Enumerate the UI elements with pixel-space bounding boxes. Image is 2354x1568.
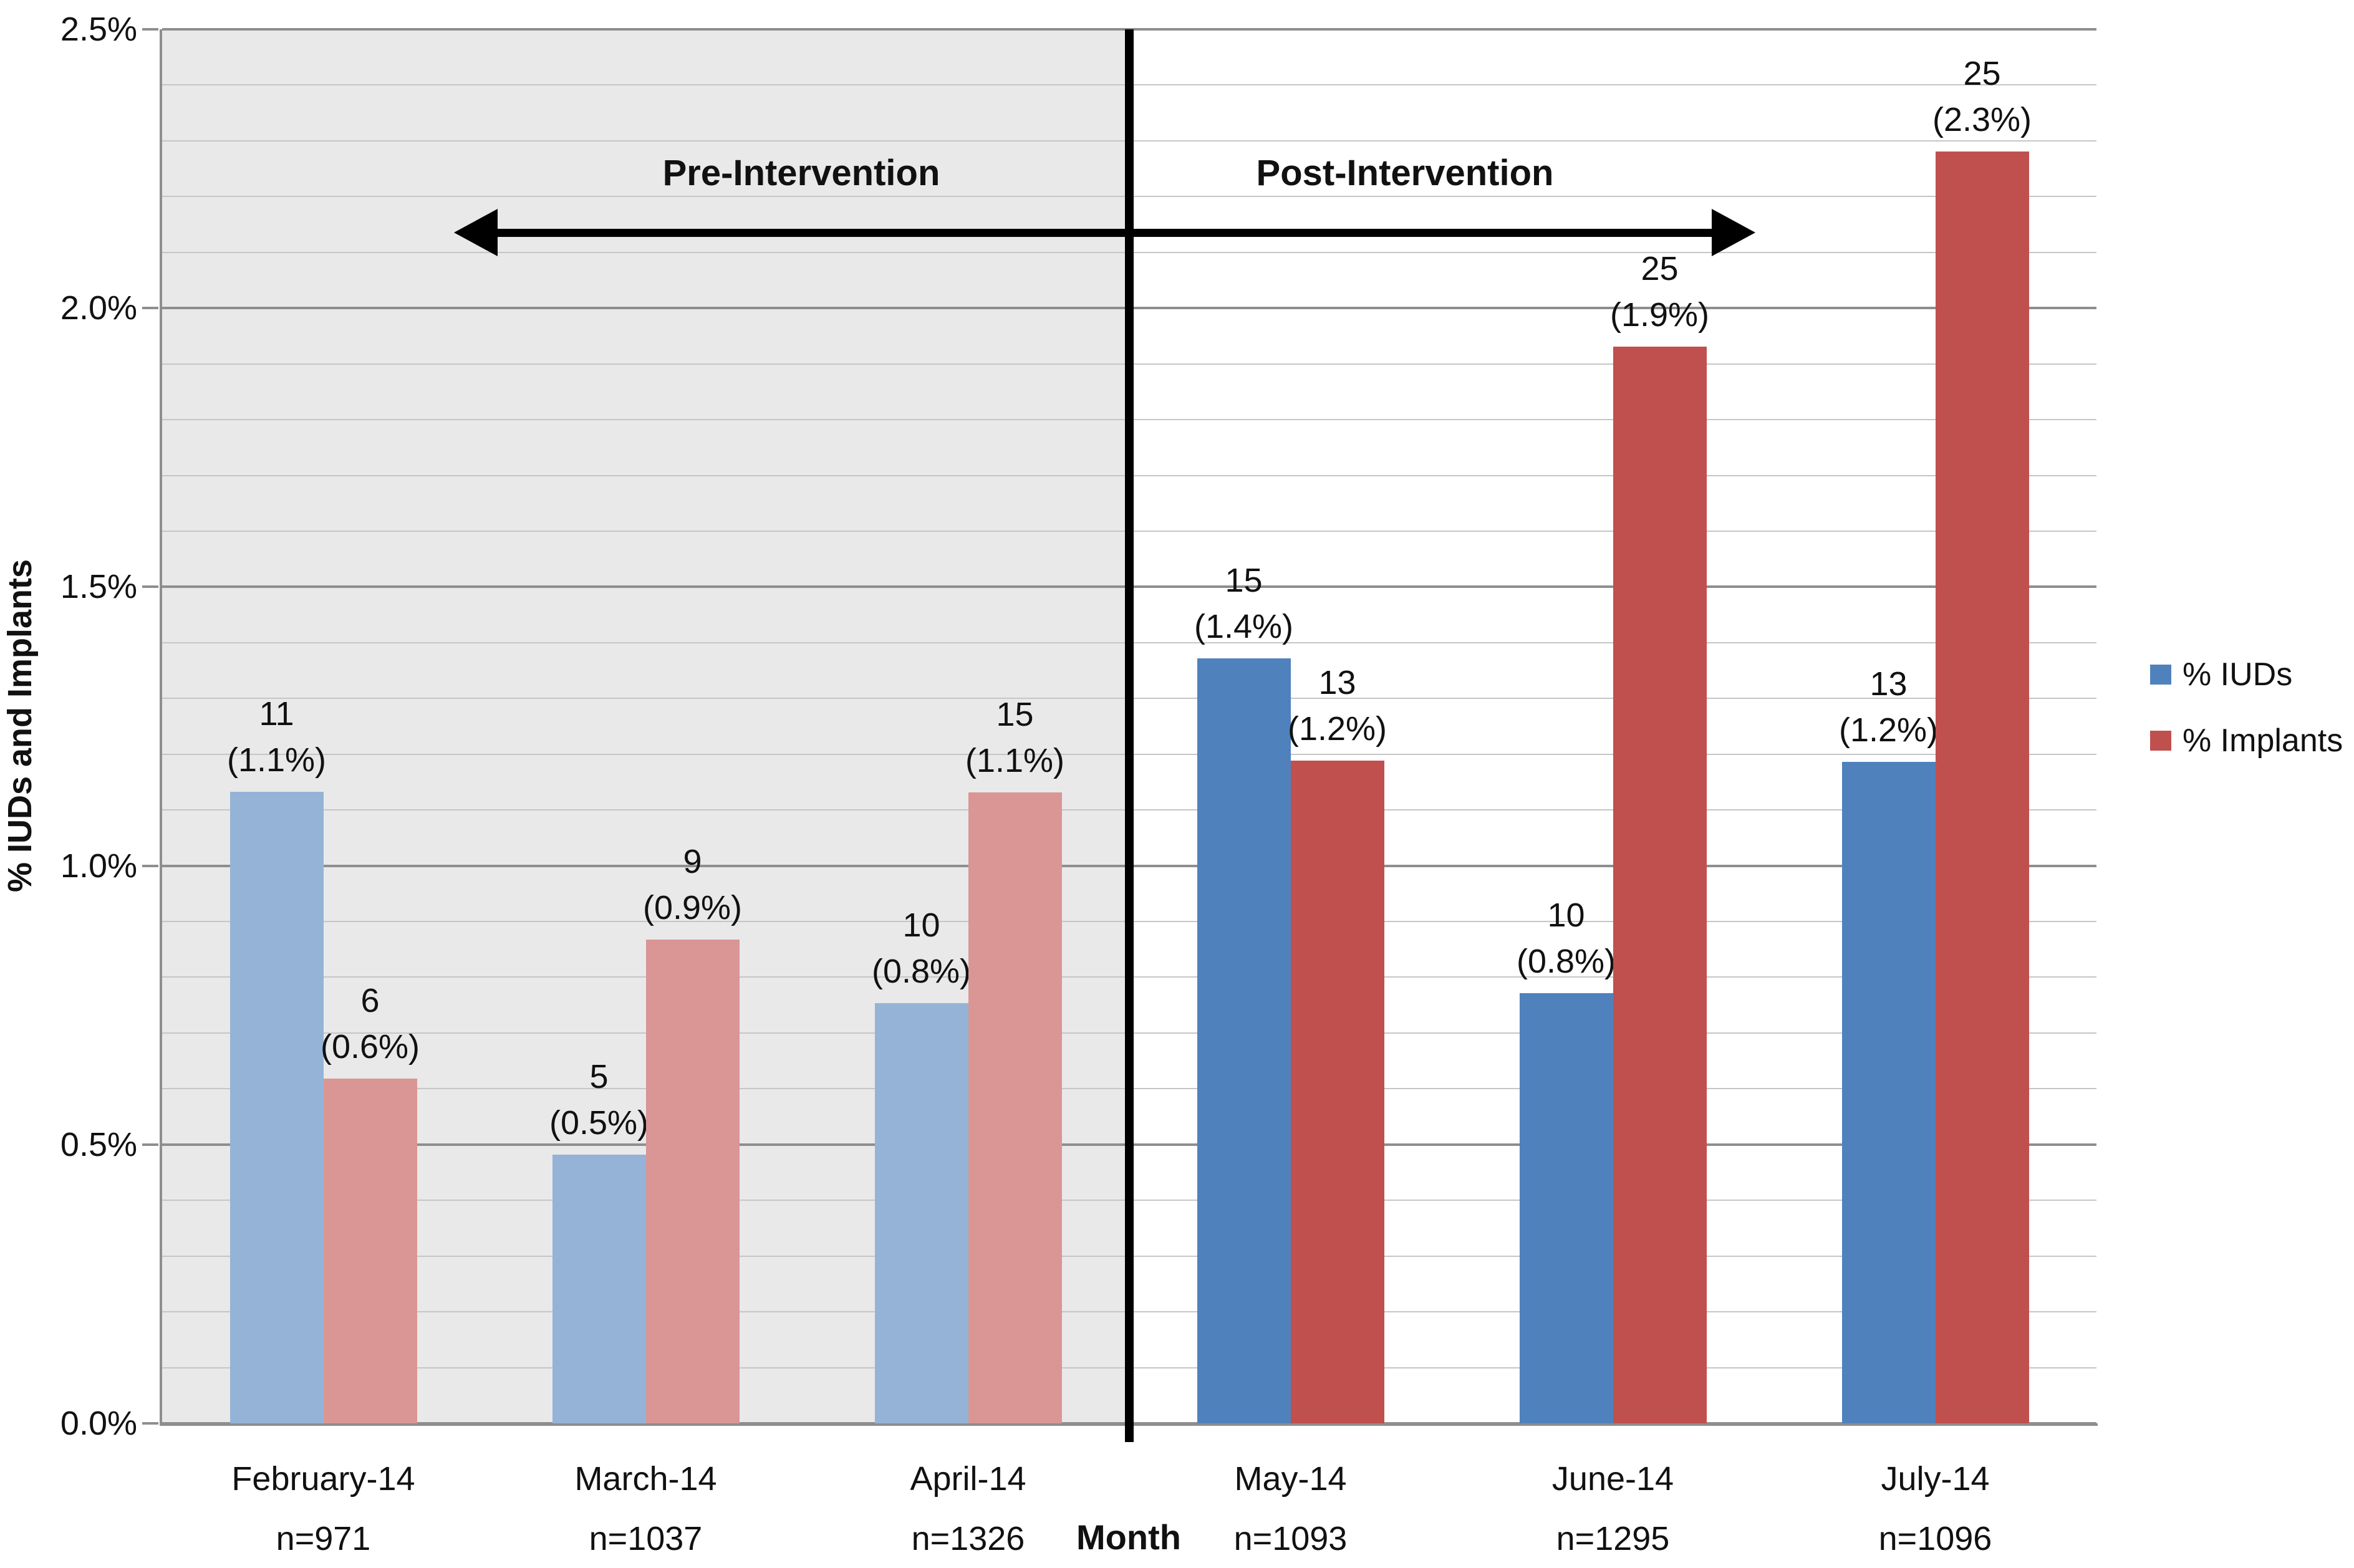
bar-implants-April-14 <box>968 792 1062 1423</box>
pre-intervention-arrowhead-icon <box>454 209 498 256</box>
y-tick-label: 2.5% <box>60 11 137 48</box>
bar-count-label: 25 <box>1963 55 2001 92</box>
post-intervention-label: Post-Intervention <box>1256 153 1554 193</box>
bar-count-label: 13 <box>1318 664 1356 701</box>
bar-percent-label: (1.9%) <box>1609 296 1710 334</box>
x-category-label: July-14 <box>1881 1460 1990 1498</box>
y-tick-mark <box>142 864 158 867</box>
bar-count-label: 11 <box>259 695 294 733</box>
bar-implants-June-14 <box>1613 347 1707 1423</box>
y-tick-mark <box>142 585 158 589</box>
bar-implants-February-14 <box>323 1079 417 1423</box>
bar-value-label: 13 (1.2%) <box>1777 661 2001 753</box>
bar-iuds-February-14 <box>229 792 324 1423</box>
bar-count-label: 10 <box>1547 897 1585 934</box>
y-tick-mark <box>142 1422 158 1425</box>
bar-iuds-June-14 <box>1519 993 1613 1423</box>
bar-count-label: 13 <box>1869 665 1908 703</box>
bar-value-label: 25 (1.9%) <box>1548 246 1772 338</box>
bar-implants-July-14 <box>1935 152 2029 1423</box>
y-axis-line <box>160 29 162 1426</box>
bar-value-label: 9 (0.9%) <box>581 839 805 931</box>
bar-implants-March-14 <box>645 940 740 1423</box>
x-sample-size-label: n=1295 <box>1556 1520 1670 1557</box>
y-tick-label: 0.0% <box>60 1405 137 1442</box>
bar-value-label: 13 (1.2%) <box>1225 660 1450 752</box>
bar-value-label: 11 (1.1%) <box>165 691 389 783</box>
pre-intervention-arrow-line <box>495 229 1129 237</box>
bar-count-label: 25 <box>1641 250 1679 287</box>
y-tick-label: 1.0% <box>60 847 137 885</box>
bar-iuds-April-14 <box>874 1003 968 1423</box>
bar-percent-label: (0.8%) <box>1516 943 1616 980</box>
y-tick-mark <box>142 1143 158 1146</box>
x-sample-size-label: n=1096 <box>1878 1520 1992 1557</box>
y-tick-mark <box>142 307 158 310</box>
legend-label: % IUDs <box>2183 657 2293 693</box>
y-tick-label: 0.5% <box>60 1125 137 1163</box>
bar-value-label: 10 (0.8%) <box>1454 892 1679 984</box>
x-category-label: February-14 <box>231 1460 415 1498</box>
bar-percent-label: (2.3%) <box>1932 101 2032 138</box>
intervention-divider-line <box>1125 29 1134 1442</box>
plot-area: 11 (1.1%) 5 (0.5%) 10 (0.8%) 15 (1.4%) 10 (0.8%) 1… <box>162 28 2096 1442</box>
pre-intervention-label: Pre-Intervention <box>662 153 940 193</box>
bar-value-label: 10 (0.8%) <box>809 902 1034 994</box>
y-tick-mark <box>142 28 158 31</box>
bar-value-label: 15 (1.1%) <box>903 691 1127 784</box>
x-category-label: March-14 <box>574 1460 717 1498</box>
x-sample-size-label: n=1037 <box>589 1520 703 1557</box>
legend-swatch-icon <box>2150 665 2171 685</box>
bar-percent-label: (0.8%) <box>871 953 972 990</box>
bar-count-label: 15 <box>996 696 1034 733</box>
bar-value-label: 25 (2.3%) <box>1870 51 2095 143</box>
y-tick-label: 2.0% <box>60 289 137 327</box>
x-sample-size-label: n=1326 <box>911 1520 1025 1557</box>
x-axis-title: Month <box>1076 1517 1181 1557</box>
bar-count-label: 9 <box>683 843 702 880</box>
legend-swatch-icon <box>2150 731 2171 751</box>
y-axis-title: % IUDs and Implants <box>1 559 39 893</box>
x-sample-size-label: n=971 <box>276 1520 371 1557</box>
bar-iuds-May-14 <box>1197 658 1291 1423</box>
bar-percent-label: (1.1%) <box>965 742 1065 779</box>
bar-value-label: 6 (0.6%) <box>258 978 483 1070</box>
bar-count-label: 15 <box>1225 562 1263 599</box>
post-intervention-arrowhead-icon <box>1712 209 1755 256</box>
bar-percent-label: (1.1%) <box>226 741 327 779</box>
bar-percent-label: (1.4%) <box>1194 608 1294 645</box>
post-intervention-arrow-line <box>1129 229 1712 237</box>
y-tick-label: 1.5% <box>60 568 137 606</box>
bar-percent-label: (0.6%) <box>320 1028 420 1065</box>
x-category-label: June-14 <box>1551 1460 1674 1498</box>
bar-percent-label: (0.9%) <box>642 889 743 926</box>
legend-label: % Implants <box>2183 723 2343 759</box>
bar-implants-May-14 <box>1290 761 1384 1423</box>
bar-iuds-July-14 <box>1841 762 1936 1423</box>
bar-count-label: 10 <box>902 907 940 944</box>
x-category-label: April-14 <box>910 1460 1026 1498</box>
x-category-label: May-14 <box>1234 1460 1347 1498</box>
bar-count-label: 5 <box>589 1058 609 1095</box>
bar-value-label: 15 (1.4%) <box>1132 557 1356 650</box>
bar-percent-label: (1.2%) <box>1287 710 1387 748</box>
bar-percent-label: (1.2%) <box>1838 711 1939 749</box>
bar-count-label: 6 <box>360 982 380 1019</box>
x-sample-size-label: n=1093 <box>1233 1520 1348 1557</box>
bar-value-label: 5 (0.5%) <box>487 1054 712 1146</box>
bar-iuds-March-14 <box>552 1155 646 1423</box>
bar-percent-label: (0.5%) <box>549 1104 649 1142</box>
